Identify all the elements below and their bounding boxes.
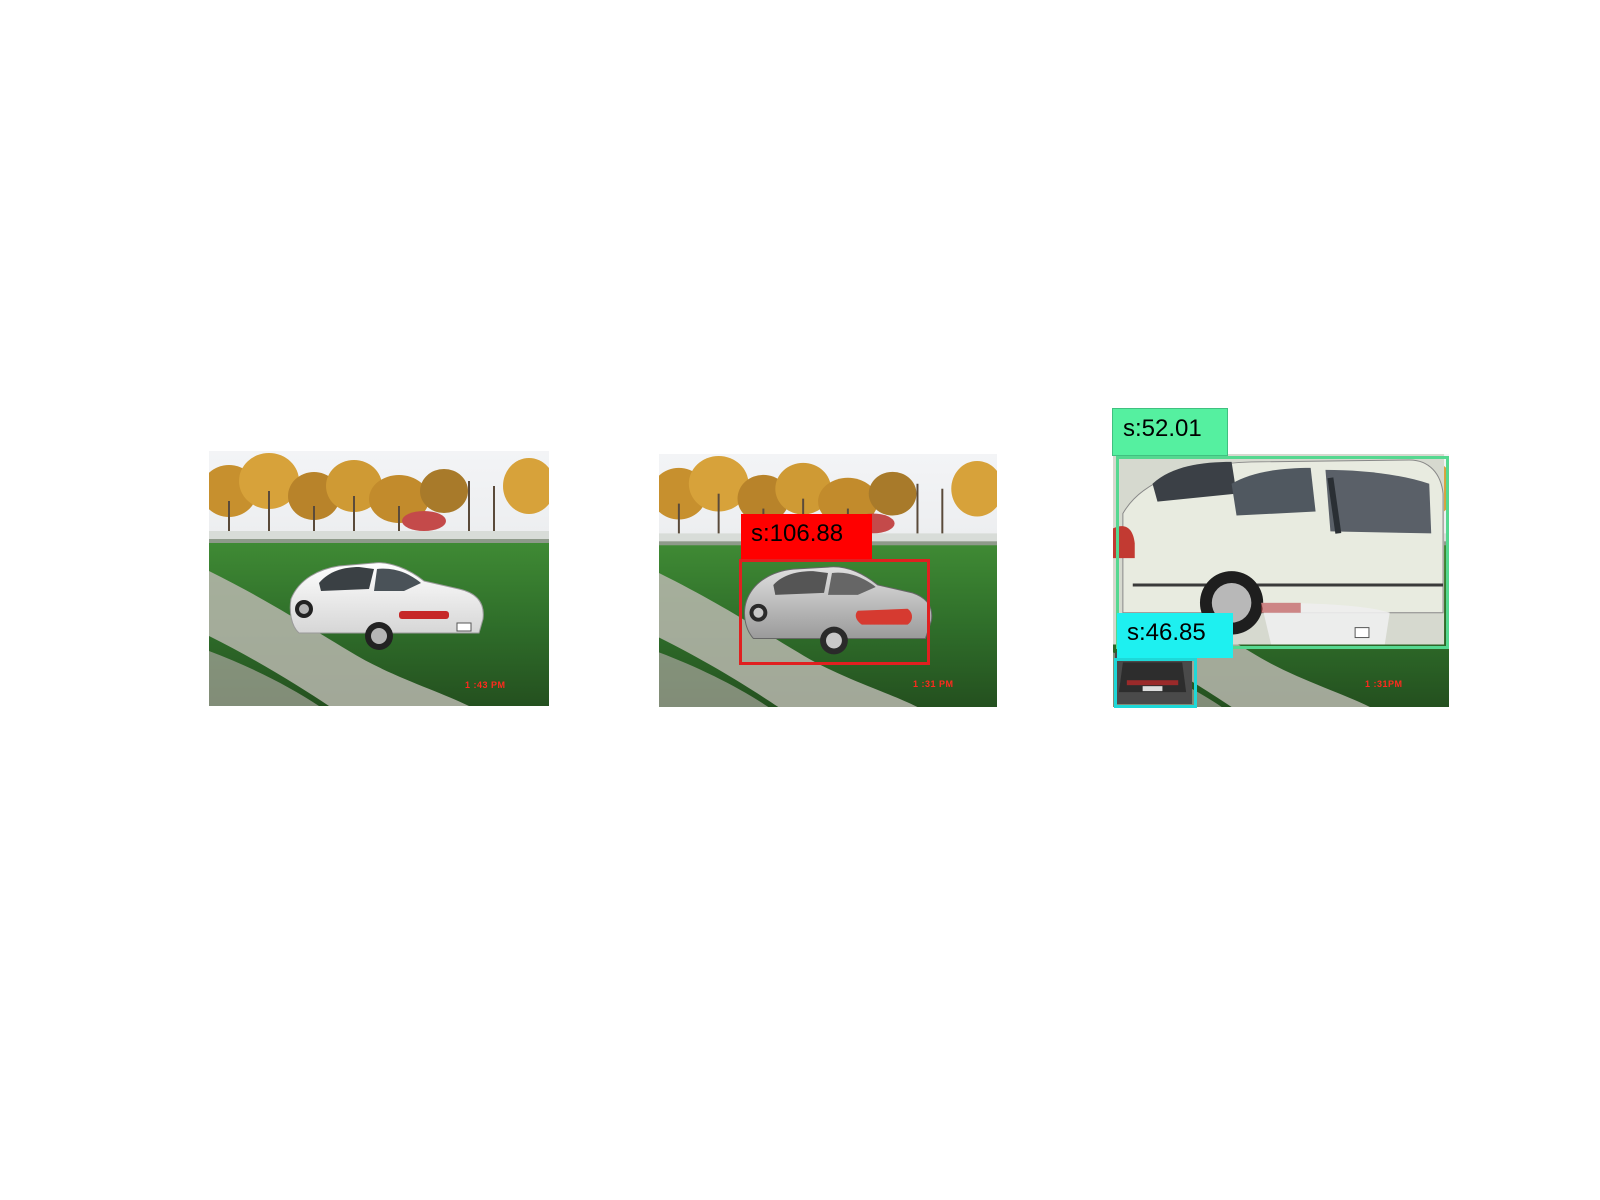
- texture-overlay: [1113, 454, 1445, 645]
- photo-scene: [659, 454, 997, 707]
- detection-score-label: s:52.01: [1112, 408, 1228, 456]
- detection-score-label: s:46.85: [1117, 613, 1233, 658]
- original-photo: 1 :43 PM: [209, 451, 549, 706]
- small-car-thumbnail: [1114, 652, 1193, 705]
- photo-timestamp: 1 :43 PM: [465, 680, 506, 690]
- detection-panel-1: 1 :31 PM: [659, 454, 997, 707]
- detection-panel-2: 1 :31PM: [1113, 454, 1449, 707]
- photo-timestamp: 1 :31PM: [1365, 679, 1403, 689]
- photo-scene: [1113, 454, 1449, 707]
- rendered-car-model: [744, 566, 933, 655]
- detection-score-label: s:106.88: [741, 514, 872, 559]
- photo-timestamp: 1 :31 PM: [913, 679, 954, 689]
- detection-box: [1116, 456, 1449, 649]
- detection-box: [739, 559, 930, 665]
- detection-box: [1114, 658, 1197, 708]
- photo-scene: [209, 451, 549, 706]
